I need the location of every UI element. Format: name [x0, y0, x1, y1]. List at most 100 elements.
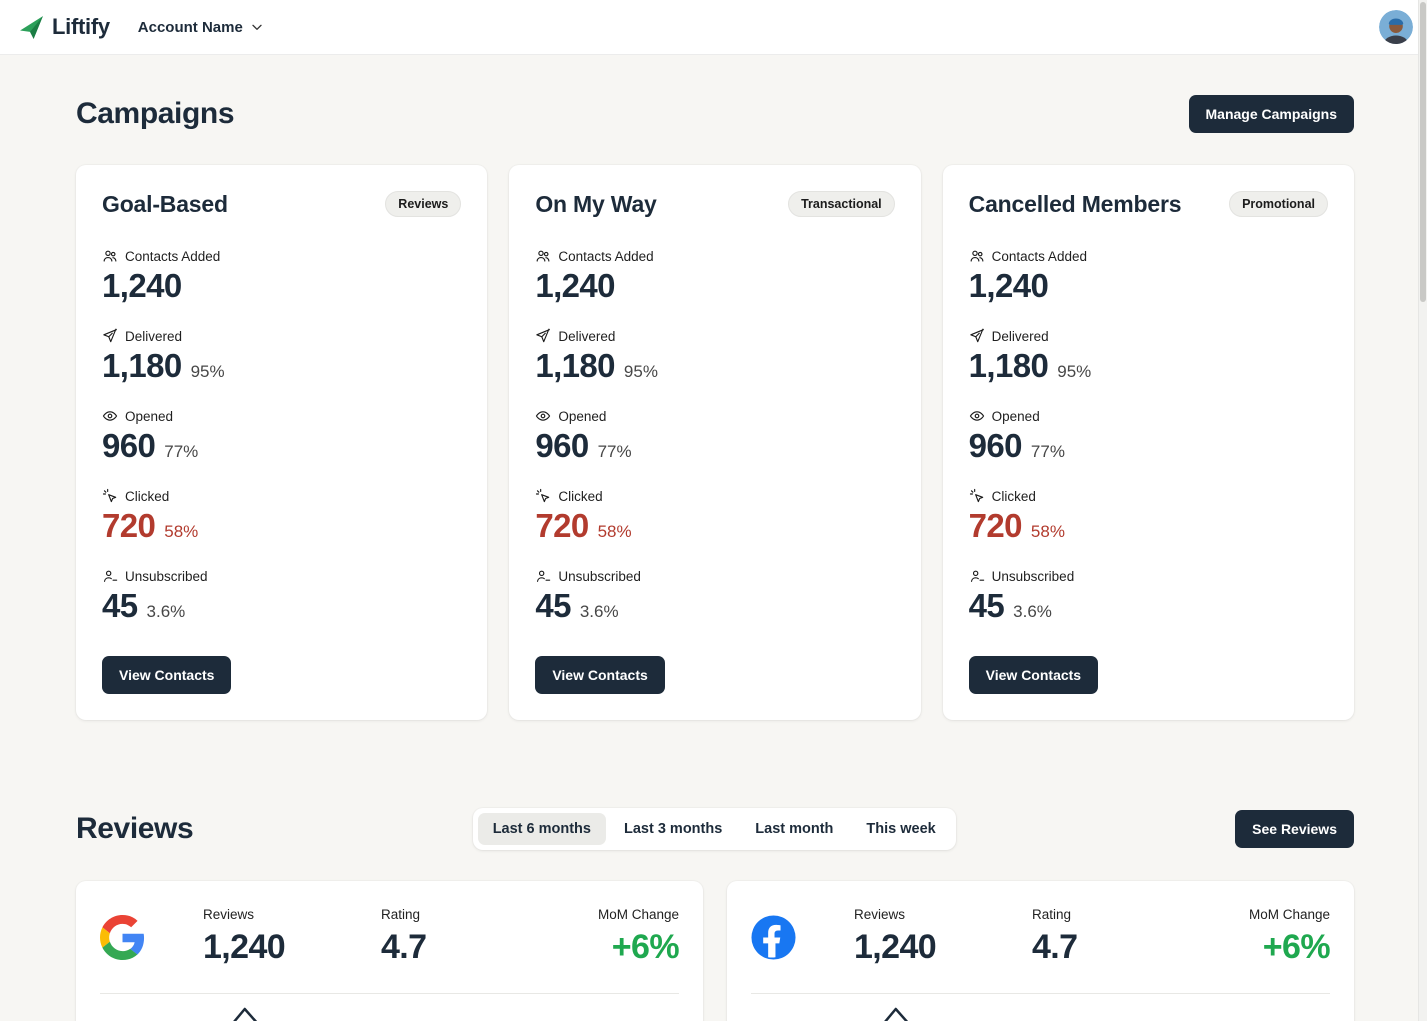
eye-icon	[102, 408, 118, 424]
stat-value: 960	[968, 427, 1023, 464]
stat-label: Opened	[125, 408, 174, 424]
campaign-type-badge: Promotional	[1229, 191, 1328, 217]
stat-opened: Opened 960 77%	[535, 408, 894, 465]
stat-label: Reviews	[854, 907, 906, 922]
campaign-card-title: Goal-Based	[102, 191, 228, 217]
stat-label: Clicked	[991, 488, 1036, 504]
stat-unsubscribed: Unsubscribed 45 3.6%	[535, 568, 894, 625]
divider	[751, 993, 1330, 994]
stat-label: Rating	[381, 907, 421, 922]
view-contacts-button[interactable]: View Contacts	[968, 656, 1099, 694]
stat-unsubscribed: Unsubscribed 45 3.6%	[102, 568, 461, 625]
send-icon	[535, 328, 551, 344]
rating-stat: Rating 4.7	[381, 907, 559, 967]
tab-this-week[interactable]: This week	[851, 813, 950, 845]
person-minus-icon	[535, 568, 551, 584]
stat-pct: 77%	[597, 442, 632, 461]
reviews-trend-chart	[751, 1002, 1330, 1021]
brand[interactable]: Liftify	[18, 14, 110, 41]
stat-label: Clicked	[125, 488, 170, 504]
stat-unsubscribed: Unsubscribed 45 3.6%	[969, 568, 1328, 625]
stat-value: 45	[968, 587, 1005, 624]
cursor-click-icon	[535, 488, 551, 504]
stat-pct: 77%	[1030, 442, 1065, 461]
stat-pct: 95%	[190, 362, 225, 381]
stat-value: 960	[102, 427, 156, 464]
manage-campaigns-button[interactable]: Manage Campaigns	[1188, 95, 1354, 133]
review-cards-grid: Reviews 1,240 Rating 4.7 MoM Change +6%	[76, 881, 1354, 1021]
brand-name: Liftify	[52, 14, 110, 39]
campaign-type-badge: Reviews	[385, 191, 462, 217]
stat-label: Opened	[558, 408, 607, 424]
stat-label: Contacts Added	[558, 248, 654, 264]
stat-value: 1,240	[203, 928, 286, 966]
campaigns-title: Campaigns	[76, 97, 235, 130]
account-menu[interactable]: Account Name	[138, 19, 265, 36]
campaign-cards-grid: Goal-Based Reviews Contacts Added 1,240	[76, 165, 1354, 720]
chevron-down-icon	[249, 19, 265, 35]
stat-pct: 77%	[164, 442, 199, 461]
campaign-card-title: On My Way	[535, 191, 657, 217]
view-contacts-button[interactable]: View Contacts	[102, 656, 232, 694]
tab-last-3-months[interactable]: Last 3 months	[609, 813, 737, 845]
stat-opened: Opened 960 77%	[102, 408, 461, 465]
cursor-click-icon	[102, 488, 118, 504]
stat-value: 1,180	[535, 347, 615, 384]
stat-value: 1,240	[535, 267, 615, 304]
stat-pct: 95%	[1057, 362, 1092, 381]
stat-value: 1,180	[102, 347, 182, 384]
liftify-logo-icon	[18, 14, 45, 41]
view-contacts-button[interactable]: View Contacts	[535, 656, 665, 694]
campaign-card-goal-based: Goal-Based Reviews Contacts Added 1,240	[76, 165, 488, 720]
stat-label: Unsubscribed	[125, 568, 208, 584]
scrollbar[interactable]	[1418, 0, 1427, 1021]
reviews-title: Reviews	[76, 812, 194, 845]
users-icon	[535, 248, 551, 264]
stat-value: 1,240	[854, 928, 937, 966]
reviews-trend-chart	[100, 1002, 679, 1021]
eye-icon	[535, 408, 551, 424]
review-count-stat: Reviews 1,240	[854, 907, 1032, 967]
stat-label: Contacts Added	[991, 248, 1087, 264]
stat-label: Contacts Added	[125, 248, 221, 264]
eye-icon	[969, 408, 985, 424]
stat-value: 1,240	[968, 267, 1049, 304]
stat-contacts-added: Contacts Added 1,240	[969, 248, 1328, 305]
stat-value: 1,180	[968, 347, 1049, 384]
stat-label: Unsubscribed	[558, 568, 641, 584]
stat-opened: Opened 960 77%	[969, 408, 1328, 465]
see-reviews-button[interactable]: See Reviews	[1235, 810, 1354, 848]
users-icon	[969, 248, 985, 264]
stat-label: Delivered	[558, 328, 616, 344]
stat-pct: 3.6%	[579, 602, 619, 621]
stat-pct: 95%	[623, 362, 658, 381]
stat-label: Delivered	[991, 328, 1049, 344]
stat-label: Opened	[991, 408, 1040, 424]
reviews-period-tabs: Last 6 months Last 3 months Last month T…	[472, 808, 956, 850]
review-card-google: Reviews 1,240 Rating 4.7 MoM Change +6%	[76, 881, 703, 1021]
stat-clicked: Clicked 720 58%	[535, 488, 894, 545]
stat-delivered: Delivered 1,180 95%	[102, 328, 461, 385]
tab-last-6-months[interactable]: Last 6 months	[477, 813, 606, 845]
scrollbar-thumb[interactable]	[1420, 2, 1426, 302]
users-icon	[102, 248, 118, 264]
stat-value: +6%	[1262, 928, 1331, 966]
stat-pct: 3.6%	[1013, 602, 1052, 621]
review-count-stat: Reviews 1,240	[203, 907, 381, 967]
review-card-facebook: Reviews 1,240 Rating 4.7 MoM Change +6%	[727, 881, 1354, 1021]
stat-label: Clicked	[558, 488, 603, 504]
tab-last-month[interactable]: Last month	[740, 813, 848, 845]
stat-value: 45	[535, 587, 571, 624]
stat-label: Unsubscribed	[991, 568, 1075, 584]
stat-label: Rating	[1032, 907, 1072, 922]
stat-contacts-added: Contacts Added 1,240	[102, 248, 461, 305]
user-avatar[interactable]	[1379, 10, 1413, 44]
account-name: Account Name	[137, 18, 243, 36]
stat-value: 960	[535, 427, 589, 464]
campaign-card-title: Cancelled Members	[968, 191, 1182, 217]
stat-value: +6%	[611, 928, 680, 966]
stat-pct: 58%	[164, 522, 199, 541]
person-minus-icon	[969, 568, 985, 584]
stat-value: 720	[968, 507, 1023, 544]
mom-change-stat: MoM Change +6%	[559, 907, 680, 967]
